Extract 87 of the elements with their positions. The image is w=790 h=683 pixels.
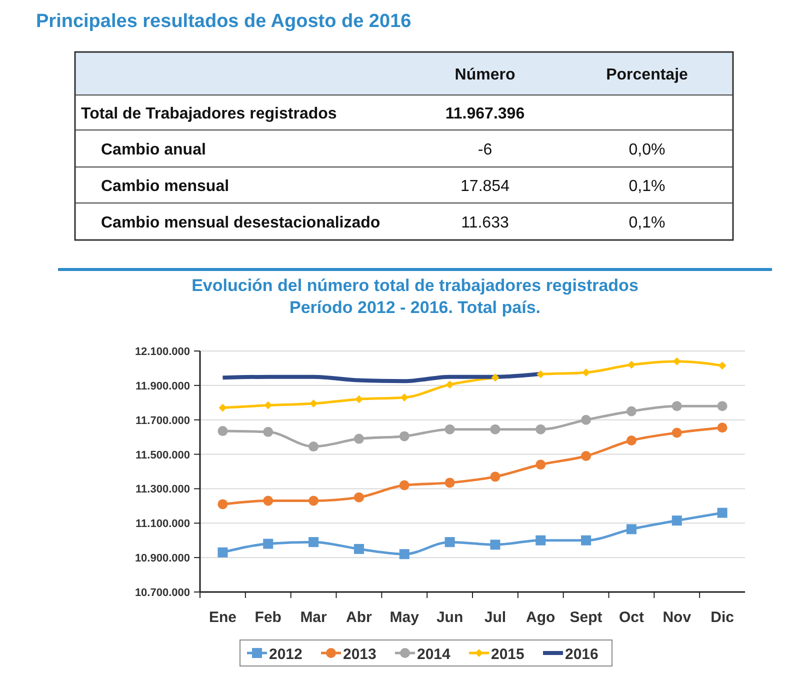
point [354,395,363,404]
x-tick-label: Oct [618,609,644,626]
point [536,460,546,470]
point [354,544,364,554]
point [444,537,455,548]
point [399,480,410,490]
y-tick-label: 12.100.000 [134,346,190,358]
point [490,540,500,550]
x-tick-label: Abr [346,609,372,626]
text: Número [454,66,516,84]
text: 0,1% [628,178,666,195]
text: Cambio anual [101,142,206,158]
point [446,380,454,389]
point [218,547,228,558]
legend-label: 2013 [343,646,376,663]
y-tick-label: 10.700.000 [134,587,190,599]
text: 11.967.396 [445,106,525,122]
x-tick-label: Feb [254,609,282,626]
x-tick-label: Jun [436,609,464,626]
point [263,496,274,506]
text: Cambio mensual desestacionalizado [101,214,380,232]
text: -6 [478,142,492,158]
x-tick-label: Jul [484,609,506,626]
point [581,451,592,462]
text: Cambio mensual [101,178,230,195]
text: 0,1% [628,214,666,232]
point [399,549,410,560]
x-tick-label: Mar [300,609,328,626]
point [536,370,545,378]
point [490,424,500,434]
text: 11.633 [461,214,509,232]
point [491,374,500,382]
point [627,360,636,369]
legend-label: 2015 [491,646,524,663]
point [717,401,728,412]
point [444,424,455,434]
point [263,538,274,549]
point [581,535,592,546]
point [264,401,272,410]
y-tick-label: 10.900.000 [134,552,190,565]
x-tick-label: Nov [662,609,692,626]
point [536,535,546,546]
point [399,431,410,442]
point [536,424,546,434]
point [218,404,227,412]
legend-label: 2012 [269,646,302,663]
point [400,393,408,402]
y-tick-label: 11.300.000 [136,484,190,496]
y-tick-label: 11.700.000 [136,414,190,427]
text: Principales resultados de Agosto de 2016 [36,11,412,32]
chart-subtitle: Período 2012 - 2016. Total país. [289,298,541,317]
point [626,524,636,534]
point [308,496,319,506]
point [354,434,364,444]
point [218,426,228,436]
text: 0,0% [628,142,666,158]
point [581,414,592,425]
text: Total de Trabajadores registrados [81,106,337,122]
text: Porcentaje [606,66,688,84]
point [263,426,274,437]
x-tick-label: Ago [526,609,556,626]
x-tick-label: Sept [570,609,602,626]
point [218,499,228,510]
y-tick-label: 11.100.000 [136,518,190,530]
legend-label: 2016 [565,646,598,663]
text: 17.854 [460,178,510,195]
point [444,478,455,488]
point [672,516,682,526]
point [718,362,726,370]
y-tick-label: 11.500.000 [136,449,190,462]
point [672,428,682,438]
point [308,442,319,452]
y-tick-label: 11.900.000 [136,380,190,392]
point [717,422,728,433]
x-tick-label: Ene [208,609,236,626]
point [672,401,682,412]
legend-label: 2014 [417,646,452,663]
point [717,508,728,518]
point [490,472,500,482]
chart-title: Evolución del número total de trabajadores registrados [192,276,638,295]
point [626,406,636,416]
x-tick-label: Dic [710,609,734,626]
point [672,357,681,366]
point [626,436,636,446]
point [308,537,319,548]
x-tick-label: May [390,609,420,626]
point [354,492,364,502]
